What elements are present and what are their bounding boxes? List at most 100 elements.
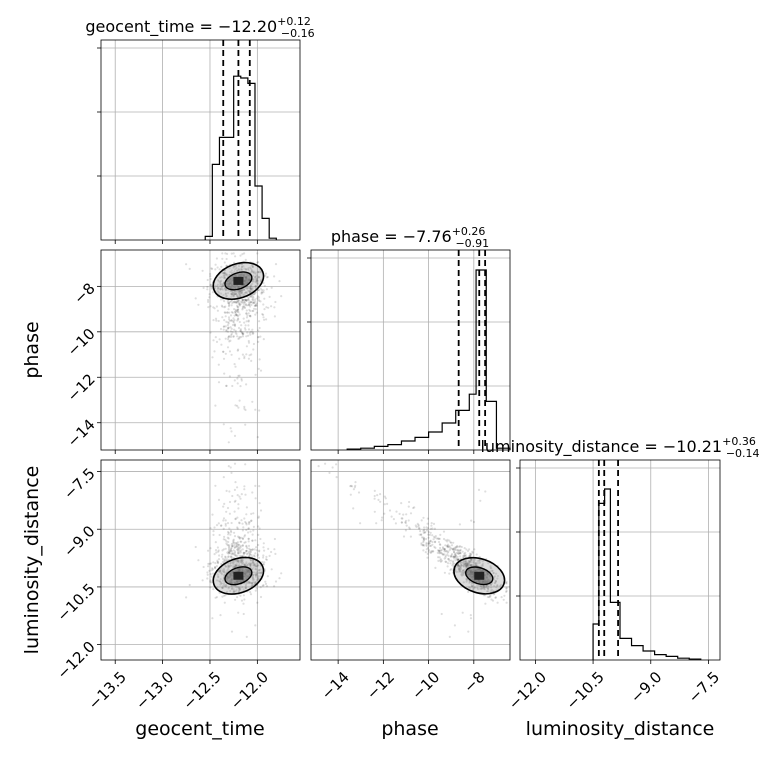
scatter-geocent-time-phase-point-19	[247, 320, 250, 323]
scatter-geocent-time-phase-point-284	[223, 271, 226, 274]
scatter-geocent-time-phase-point-471	[253, 301, 256, 304]
scatter-geocent-time-luminosity-distance-point-889	[230, 521, 233, 525]
scatter-phase-luminosity-distance-point-514	[471, 585, 474, 588]
scatter-geocent-time-luminosity-distance-point-22	[212, 533, 215, 537]
scatter-geocent-time-luminosity-distance-point-597	[237, 560, 240, 563]
scatter-geocent-time-phase-point-117	[255, 303, 258, 306]
scatter-geocent-time-phase-point-592	[256, 252, 259, 255]
scatter-geocent-time-phase-point-472	[268, 295, 271, 298]
scatter-phase-luminosity-distance-point-278	[421, 544, 425, 547]
scatter-geocent-time-phase-point-777	[228, 319, 231, 322]
scatter-geocent-time-phase-point-885	[250, 303, 253, 306]
scatter-phase-luminosity-distance-point-629	[454, 548, 457, 552]
scatter-geocent-time-luminosity-distance-point-33	[225, 542, 228, 545]
scatter-geocent-time-phase-point-302	[222, 272, 225, 275]
hist-luminosity-distance-title-plus: +0.36	[722, 435, 756, 448]
scatter-phase-luminosity-distance-point-725	[462, 571, 465, 574]
scatter-geocent-time-phase-point-558	[233, 323, 237, 326]
scatter-geocent-time-phase-point-846	[232, 294, 235, 298]
scatter-phase-luminosity-distance-point-609	[465, 548, 468, 551]
scatter-geocent-time-phase-point-378	[248, 331, 251, 334]
scatter-phase-luminosity-distance-point-781	[468, 563, 471, 566]
scatter-geocent-time-luminosity-distance-point-139	[259, 595, 263, 599]
scatter-phase-luminosity-distance-point-344	[478, 561, 481, 564]
scatter-geocent-time-luminosity-distance-point-808	[233, 560, 236, 564]
ylabel-phase: phase	[21, 321, 43, 378]
scatter-geocent-time-phase-point-371	[245, 299, 248, 302]
scatter-geocent-time-phase-point-672	[230, 292, 234, 295]
scatter-phase-luminosity-distance-point-760	[324, 462, 327, 465]
scatter-geocent-time-phase-point-742	[238, 302, 241, 306]
scatter-geocent-time-phase-point-190	[210, 285, 213, 288]
scatter-geocent-time-phase-point-418	[249, 300, 253, 303]
scatter-geocent-time-phase-point-808	[233, 293, 236, 296]
scatter-geocent-time-luminosity-distance-point-547	[213, 553, 216, 556]
scatter-geocent-time-luminosity-distance-point-295	[232, 539, 235, 542]
xlabel-geocent-time: geocent_time	[135, 718, 264, 740]
scatter-phase-luminosity-distance-point-490	[438, 550, 441, 553]
scatter-geocent-time-luminosity-distance-point-244	[226, 506, 230, 510]
scatter-phase-luminosity-distance-point-88	[431, 550, 434, 553]
scatter-phase-luminosity-distance-point-812	[490, 567, 493, 570]
scatter-geocent-time-luminosity-distance-ytick-label-2: −9.0	[60, 522, 98, 560]
scatter-phase-luminosity-distance-point-477	[381, 516, 384, 519]
scatter-geocent-time-luminosity-distance-point-66	[234, 564, 238, 567]
scatter-geocent-time-phase-point-43	[246, 287, 249, 290]
hist-phase-bin-7	[442, 423, 456, 450]
scatter-geocent-time-luminosity-distance-point-533	[209, 586, 212, 589]
scatter-geocent-time-luminosity-distance-point-384	[244, 586, 247, 590]
scatter-phase-luminosity-distance-point-325	[460, 573, 463, 576]
scatter-phase-luminosity-distance-point-782	[422, 549, 425, 552]
scatter-geocent-time-luminosity-distance-point-48	[250, 584, 253, 587]
scatter-geocent-time-phase-point-262	[222, 328, 225, 331]
scatter-geocent-time-luminosity-distance-point-9	[217, 575, 220, 578]
scatter-phase-luminosity-distance-point-260	[457, 566, 460, 570]
scatter-geocent-time-luminosity-distance-point-683	[244, 463, 247, 466]
scatter-geocent-time-luminosity-distance-point-302	[222, 584, 225, 587]
scatter-phase-luminosity-distance-point-625	[469, 586, 472, 590]
scatter-geocent-time-phase-point-366	[241, 298, 244, 302]
scatter-geocent-time-phase-point-684	[234, 310, 237, 313]
scatter-geocent-time-phase-point-562	[243, 267, 246, 270]
scatter-geocent-time-phase-point-634	[259, 287, 262, 290]
scatter-phase-luminosity-distance-point-240	[462, 563, 465, 566]
scatter-geocent-time-phase-point-122	[241, 332, 244, 335]
scatter-geocent-time-luminosity-distance-point-262	[222, 527, 225, 530]
scatter-phase-luminosity-distance-point-141	[464, 562, 468, 565]
scatter-geocent-time-luminosity-distance-point-222	[236, 560, 239, 563]
scatter-geocent-time-phase-point-58	[249, 267, 253, 270]
scatter-phase-luminosity-distance-point-487	[496, 574, 500, 578]
scatter-geocent-time-luminosity-distance-point-594	[249, 564, 252, 567]
scatter-geocent-time-luminosity-distance-point-442	[253, 562, 256, 565]
scatter-geocent-time-luminosity-distance-point-146	[247, 521, 250, 524]
scatter-geocent-time-phase-frame	[100, 249, 301, 451]
scatter-phase-luminosity-distance-point-537	[467, 561, 470, 564]
scatter-geocent-time-phase-point-649	[255, 302, 258, 305]
scatter-geocent-time-phase-point-184	[266, 275, 269, 279]
scatter-geocent-time-phase-point-112	[236, 382, 239, 385]
scatter-geocent-time-phase-point-408	[202, 286, 205, 289]
scatter-geocent-time-phase-point-138	[240, 263, 243, 266]
scatter-geocent-time-luminosity-distance-point-614	[241, 537, 244, 541]
scatter-phase-luminosity-distance-point-28	[481, 560, 484, 563]
scatter-geocent-time-phase-point-531	[259, 335, 262, 338]
scatter-geocent-time-phase-point-716	[231, 293, 234, 296]
scatter-geocent-time-phase-point-282	[274, 300, 277, 304]
scatter-geocent-time-phase-point-713	[250, 284, 253, 287]
scatter-geocent-time-luminosity-distance-point-871	[253, 548, 256, 551]
scatter-geocent-time-phase-point-104	[223, 261, 226, 264]
scatter-geocent-time-phase-point-703	[257, 270, 260, 273]
scatter-geocent-time-phase-point-643	[213, 284, 217, 287]
scatter-geocent-time-phase-point-221	[249, 295, 252, 298]
scatter-geocent-time-luminosity-distance-point-186	[245, 549, 248, 553]
scatter-phase-luminosity-distance-point-509	[477, 588, 480, 591]
scatter-phase-luminosity-distance-point-105	[460, 561, 463, 564]
scatter-geocent-time-phase-point-586	[239, 385, 242, 388]
scatter-phase-luminosity-distance-point-154	[468, 561, 471, 564]
scatter-geocent-time-phase-point-728	[221, 288, 224, 291]
scatter-geocent-time-phase-point-121	[242, 288, 245, 291]
scatter-geocent-time-luminosity-distance-point-812	[211, 567, 214, 570]
scatter-geocent-time-phase-point-280	[237, 291, 240, 294]
scatter-phase-luminosity-distance-point-248	[482, 585, 485, 588]
scatter-geocent-time-luminosity-distance-point-358	[226, 566, 230, 569]
